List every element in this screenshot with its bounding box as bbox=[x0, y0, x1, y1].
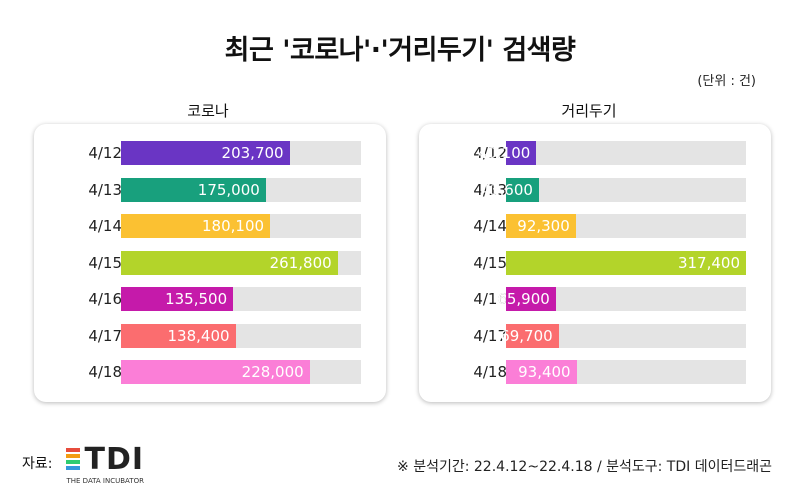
category-label: 4/14 bbox=[473, 217, 507, 235]
bar-track: 138,400 bbox=[121, 323, 361, 348]
bar: 261,800 bbox=[121, 250, 338, 275]
category-label: 4/13 bbox=[473, 180, 507, 199]
logo-stripes-icon bbox=[66, 448, 81, 472]
bar-track: 40,100 bbox=[478, 141, 746, 165]
bar-track: 92,300 bbox=[506, 214, 746, 238]
data-label: 228,000 bbox=[241, 363, 304, 381]
data-label: 92,300 bbox=[517, 217, 570, 235]
bar-row: 4/14 92,300 bbox=[419, 214, 771, 238]
bar: 138,400 bbox=[121, 323, 236, 348]
data-label: 180,100 bbox=[202, 217, 265, 235]
bar: 93,400 bbox=[506, 360, 577, 384]
category-label: 4/18 bbox=[88, 363, 122, 381]
category-label: 4/16 bbox=[88, 290, 122, 308]
bar-track: 135,500 bbox=[121, 287, 361, 311]
bar-row: 4/16 65,900 bbox=[419, 287, 771, 311]
bar-track: 261,800 bbox=[121, 250, 361, 275]
panel-title-distancing: 거리두기 bbox=[561, 102, 617, 120]
bar: 65,900 bbox=[497, 287, 556, 311]
bar-row: 4/15 261,800 bbox=[34, 250, 386, 275]
bar: 228,000 bbox=[121, 360, 310, 384]
bar: 40,100 bbox=[478, 141, 537, 165]
corona-chart-panel: 4/12 203,700 4/13 175,000 4/14 180,100 4/15 261… bbox=[34, 124, 386, 402]
category-label: 4/12 bbox=[88, 144, 122, 162]
data-label: 317,400 bbox=[677, 253, 740, 272]
data-label: 261,800 bbox=[269, 253, 332, 272]
unit-note: (단위 : 건) bbox=[697, 74, 756, 89]
bar-row: 4/17 69,700 bbox=[419, 323, 771, 348]
bar: 43,600 bbox=[480, 177, 539, 202]
bar-row: 4/13 43,600 bbox=[419, 177, 771, 202]
source-label: 자료: bbox=[22, 456, 53, 472]
bar-track: 69,700 bbox=[500, 323, 746, 348]
bar-row: 4/17 138,400 bbox=[34, 323, 386, 348]
data-label: 65,900 bbox=[497, 290, 550, 308]
category-label: 4/16 bbox=[473, 290, 507, 308]
bar: 175,000 bbox=[121, 177, 266, 202]
data-label: 43,600 bbox=[480, 180, 533, 199]
data-label: 40,100 bbox=[477, 144, 531, 162]
bar-track: 317,400 bbox=[506, 250, 746, 275]
bar-row: 4/14 180,100 bbox=[34, 214, 386, 238]
bar-track: 175,000 bbox=[121, 177, 361, 202]
data-label: 93,400 bbox=[518, 363, 571, 381]
tdi-logo: TDI THE DATA INCUBATOR bbox=[66, 442, 158, 490]
panel-title-corona: 코로나 bbox=[187, 102, 229, 120]
bar-track: 93,400 bbox=[506, 360, 746, 384]
bar-row: 4/16 135,500 bbox=[34, 287, 386, 311]
category-label: 4/17 bbox=[88, 326, 122, 345]
bar-row: 4/12 203,700 bbox=[34, 141, 386, 165]
category-label: 4/14 bbox=[88, 217, 122, 235]
bar-track: 203,700 bbox=[121, 141, 361, 165]
category-label: 4/17 bbox=[473, 326, 507, 345]
bar-track: 228,000 bbox=[121, 360, 361, 384]
bar-row: 4/18 93,400 bbox=[419, 360, 771, 384]
category-label: 4/13 bbox=[88, 180, 122, 199]
bar: 69,700 bbox=[500, 323, 559, 348]
bar: 317,400 bbox=[506, 250, 746, 275]
bar-track: 180,100 bbox=[121, 214, 361, 238]
data-label: 135,500 bbox=[165, 290, 228, 308]
category-label: 4/18 bbox=[473, 363, 507, 381]
data-label: 69,700 bbox=[500, 326, 553, 345]
bar-row: 4/12 40,100 bbox=[419, 141, 771, 165]
source: 자료: TDI THE DATA INCUBATOR bbox=[22, 442, 158, 490]
data-label: 138,400 bbox=[167, 326, 230, 345]
distancing-chart-panel: 4/12 40,100 4/13 43,600 4/14 92,300 4/15 317,40… bbox=[419, 124, 771, 402]
data-label: 175,000 bbox=[197, 180, 260, 199]
bar-row: 4/13 175,000 bbox=[34, 177, 386, 202]
chart-title: 최근 '코로나'·'거리두기' 검색량 bbox=[224, 35, 576, 66]
bar-track: 43,600 bbox=[480, 177, 746, 202]
bar-row: 4/18 228,000 bbox=[34, 360, 386, 384]
analysis-note: ※ 분석기간: 22.4.12~22.4.18 / 분석도구: TDI 데이터드… bbox=[397, 459, 772, 475]
bar: 203,700 bbox=[121, 141, 290, 165]
logo-tagline: THE DATA INCUBATOR bbox=[66, 477, 144, 485]
data-label: 203,700 bbox=[221, 144, 284, 162]
bar: 135,500 bbox=[121, 287, 234, 311]
bar: 92,300 bbox=[506, 214, 576, 238]
bar-row: 4/15 317,400 bbox=[419, 250, 771, 275]
logo-text: TDI bbox=[84, 442, 145, 477]
bar: 180,100 bbox=[121, 214, 271, 238]
category-label: 4/15 bbox=[88, 253, 122, 272]
category-label: 4/15 bbox=[473, 253, 507, 272]
category-label: 4/12 bbox=[473, 144, 507, 162]
bar-track: 65,900 bbox=[497, 287, 746, 311]
